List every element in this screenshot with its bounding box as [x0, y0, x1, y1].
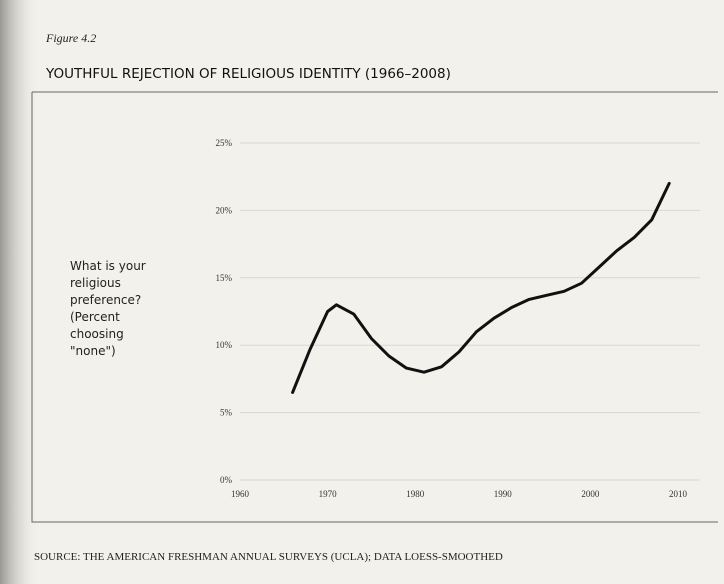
y-axis-label: choosing — [70, 327, 124, 341]
y-tick-label: 25% — [216, 138, 233, 148]
y-tick-label: 15% — [216, 273, 233, 283]
data-line — [291, 181, 671, 394]
page-shadow — [0, 0, 40, 584]
y-tick-label: 0% — [220, 475, 233, 485]
x-tick-label: 1980 — [406, 489, 425, 499]
y-axis-label: What is your — [70, 259, 146, 273]
x-tick-label: 2010 — [669, 489, 688, 499]
y-axis-label: preference? — [70, 293, 141, 307]
x-tick-label: 1960 — [231, 489, 250, 499]
x-tick-label: 2000 — [581, 489, 600, 499]
frame — [31, 91, 718, 523]
y-tick-label: 5% — [220, 408, 233, 418]
x-tick-label: 1970 — [319, 489, 338, 499]
y-axis-label: "none") — [70, 344, 116, 358]
y-tick-label: 10% — [216, 340, 233, 350]
figure-label: Figure 4.2 — [45, 31, 96, 45]
y-tick-label: 20% — [216, 205, 233, 215]
y-axis-label: (Percent — [70, 310, 120, 324]
source-note: SOURCE: THE AMERICAN FRESHMAN ANNUAL SUR… — [34, 551, 503, 563]
y-axis-label: religious — [70, 276, 121, 290]
x-tick-label: 1990 — [494, 489, 513, 499]
chart-title: YOUTHFUL REJECTION OF RELIGIOUS IDENTITY… — [45, 66, 451, 82]
